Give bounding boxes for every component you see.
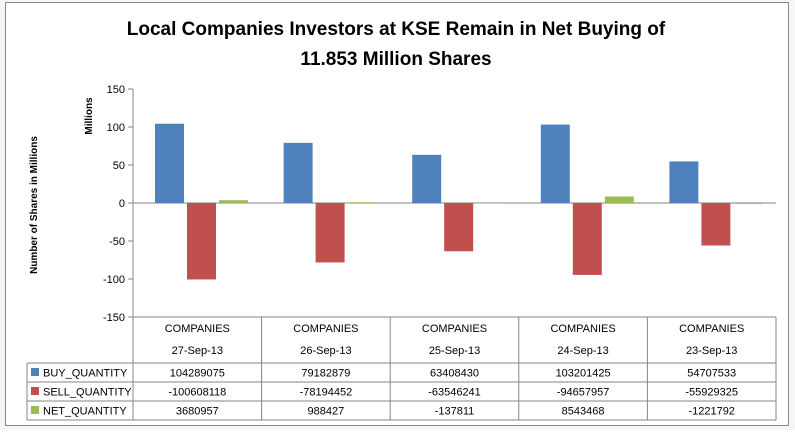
chart-svg: Local Companies Investors at KSE Remain … (26, 19, 777, 421)
category-date-label: 24-Sep-13 (557, 345, 608, 357)
y-tick-label: -100 (103, 274, 125, 286)
legend-label: NET_QUANTITY (43, 406, 127, 418)
table-cell-value: -78194452 (300, 387, 353, 399)
bar-buy-quantity[interactable] (155, 123, 184, 203)
table-cell-value: 3680957 (176, 406, 219, 418)
chart-title-line1: Local Companies Investors at KSE Remain … (127, 19, 666, 40)
bar-sell-quantity[interactable] (187, 203, 216, 280)
bar-net-quantity[interactable] (604, 196, 634, 203)
legend-key-sell-quantity (31, 387, 39, 395)
bar-net-quantity[interactable] (476, 203, 506, 204)
table-cell-value: 988427 (308, 406, 345, 418)
legend-key-net-quantity (31, 406, 39, 414)
y-tick-label: 0 (119, 198, 125, 210)
y-axis-unit-label: Millions (84, 97, 95, 135)
table-cell-value: 63408430 (430, 368, 479, 380)
chart-area[interactable]: Local Companies Investors at KSE Remain … (5, 2, 789, 426)
category-group-label: COMPANIES (422, 323, 487, 335)
legend-key-buy-quantity (31, 368, 39, 376)
y-tick-label: -150 (103, 312, 125, 324)
category-group-label: COMPANIES (165, 323, 230, 335)
bar-buy-quantity[interactable] (412, 154, 442, 203)
bar-sell-quantity[interactable] (572, 203, 602, 275)
y-tick-label: -50 (109, 236, 125, 248)
bar-sell-quantity[interactable] (444, 203, 474, 252)
y-tick-label: 150 (107, 84, 125, 96)
category-date-label: 23-Sep-13 (686, 345, 737, 357)
bar-buy-quantity[interactable] (283, 142, 313, 203)
category-group-label: COMPANIES (550, 323, 615, 335)
category-date-label: 27-Sep-13 (172, 345, 223, 357)
table-cell-value: 103201425 (556, 368, 611, 380)
bar-buy-quantity[interactable] (669, 161, 699, 203)
category-date-label: 26-Sep-13 (300, 345, 351, 357)
bar-net-quantity[interactable] (219, 200, 248, 203)
table-cell-value: -55929325 (685, 387, 738, 399)
table-cell-value: -63546241 (428, 387, 481, 399)
bar-sell-quantity[interactable] (701, 203, 731, 246)
category-group-label: COMPANIES (679, 323, 744, 335)
y-tick-label: 100 (107, 122, 125, 134)
table-cell-value: 54707533 (687, 368, 736, 380)
bar-sell-quantity[interactable] (315, 203, 345, 263)
table-cell-value: 8543468 (562, 406, 605, 418)
table-cell-value: -94657957 (557, 387, 610, 399)
chart-title-line2: 11.853 Million Shares (300, 49, 491, 70)
bar-net-quantity[interactable] (347, 202, 377, 203)
category-date-label: 25-Sep-13 (429, 345, 480, 357)
table-cell-value: -1221792 (688, 406, 735, 418)
table-cell-value: 79182879 (301, 368, 350, 380)
bar-net-quantity[interactable] (733, 203, 763, 204)
bar-buy-quantity[interactable] (540, 124, 570, 203)
table-cell-value: 104289075 (170, 368, 225, 380)
legend-label: SELL_QUANTITY (43, 387, 132, 399)
category-group-label: COMPANIES (293, 323, 358, 335)
legend-label: BUY_QUANTITY (43, 368, 128, 380)
table-cell-value: -137811 (435, 406, 475, 418)
y-tick-label: 50 (113, 160, 125, 172)
table-cell-value: -100608118 (168, 387, 226, 399)
y-axis-title: Number of Shares in Millions (29, 136, 40, 274)
